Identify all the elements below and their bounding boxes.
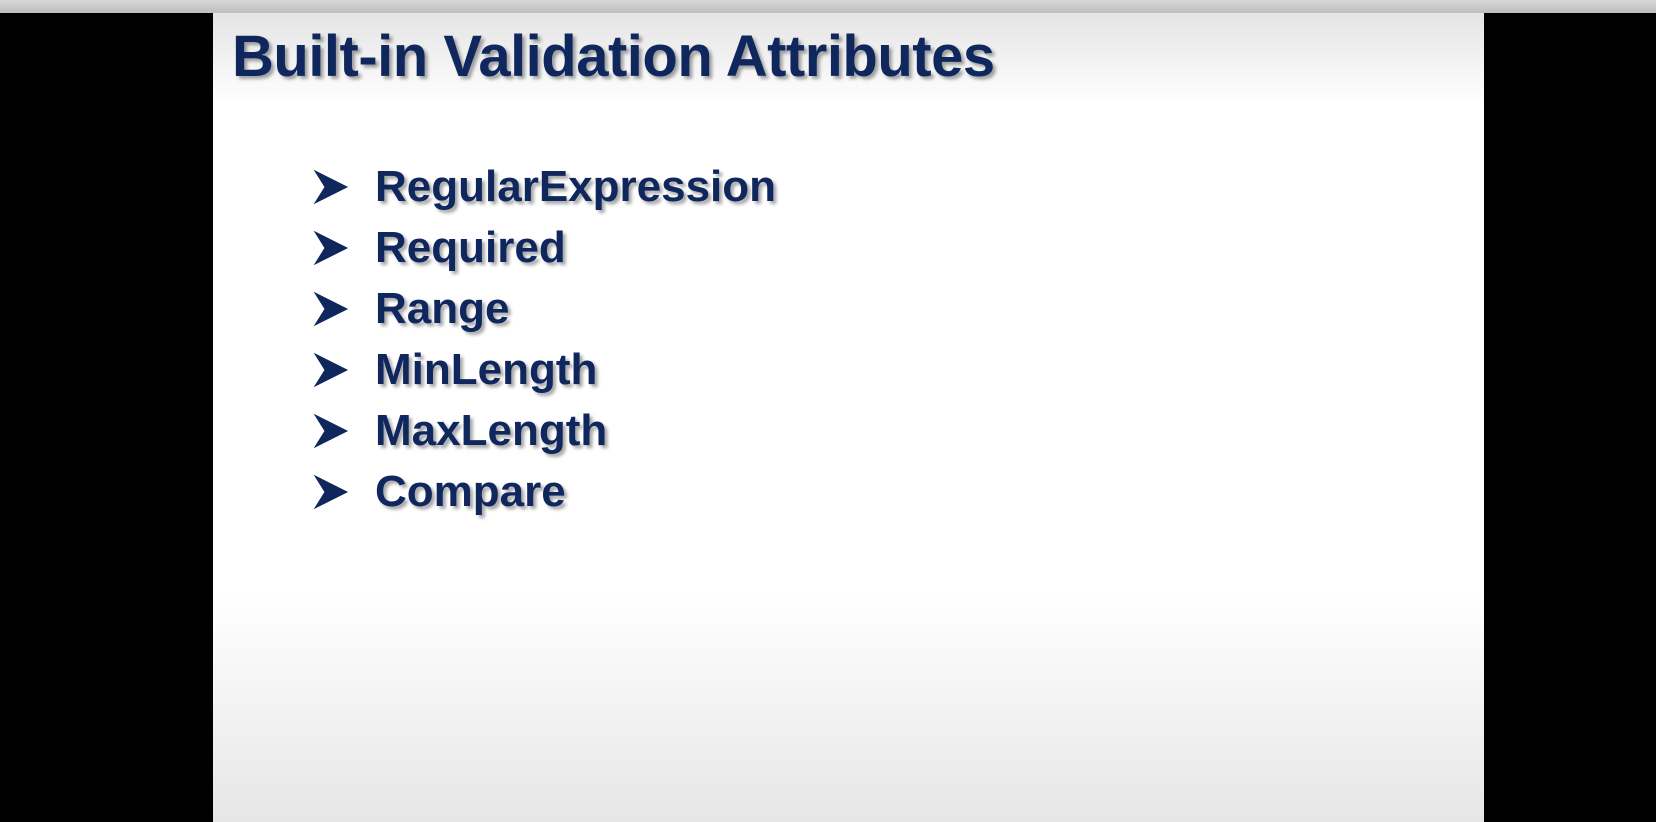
bullet-item: Required [313,217,776,278]
bullet-text: RegularExpression [375,161,777,211]
bullet-item: Range [313,278,776,339]
slide-title: Built-in Validation Attributes [232,24,995,89]
slide: Built-in Validation Attributes RegularEx… [213,13,1484,822]
bullet-list: RegularExpression Required Range MinLength M… [313,156,776,522]
bullet-text: MinLength [375,344,598,394]
bullet-item: Compare [313,461,776,522]
bullet-arrow [313,169,349,204]
bullet-arrow [313,230,349,265]
bullet-arrow [313,413,349,448]
window-title-bar [0,0,1656,13]
bullet-item: MaxLength [313,400,776,461]
bullet-item: RegularExpression [313,156,776,217]
bullet-text: MaxLength [375,405,608,455]
bullet-text: Required [375,222,566,272]
bullet-item: MinLength [313,339,776,400]
bullet-text: Range [375,283,510,333]
bullet-arrow [313,474,349,509]
bullet-arrow [313,352,349,387]
bullet-arrow [313,291,349,326]
bullet-text: Compare [375,466,566,516]
